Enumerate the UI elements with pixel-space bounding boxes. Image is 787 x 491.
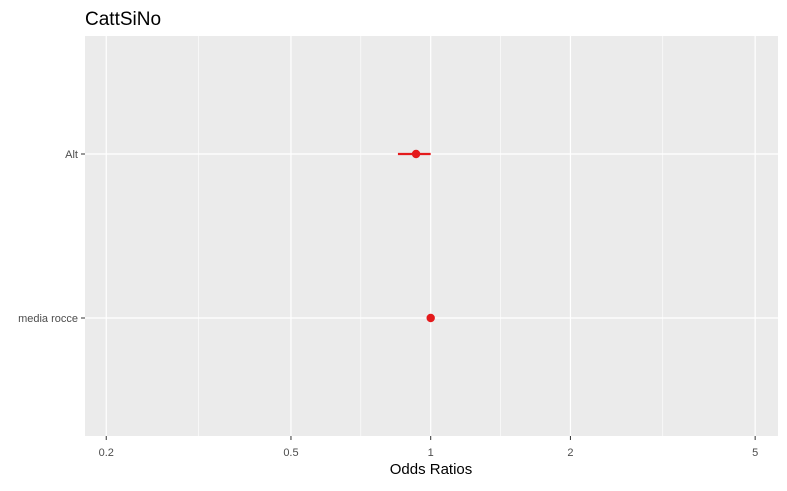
axis-layer: 0.2 0.5 1 2 5 Alt media rocce [18, 149, 758, 459]
chart-title: CattSiNo [85, 9, 161, 30]
x-tick-label: 0.5 [283, 447, 298, 459]
x-tick-label: 1 [428, 447, 434, 459]
plot-panel [85, 36, 778, 436]
x-tick-label: 5 [752, 447, 758, 459]
marks-layer [397, 149, 435, 323]
x-tick-label: 0.2 [99, 447, 114, 459]
grid-layer [85, 36, 778, 436]
y-tick-label: media rocce [18, 313, 78, 325]
estimate-point [411, 149, 421, 159]
x-axis-title: Odds Ratios [390, 461, 473, 478]
x-tick-label: 2 [567, 447, 573, 459]
estimate-point [426, 313, 435, 323]
y-tick-label: Alt [65, 149, 78, 161]
